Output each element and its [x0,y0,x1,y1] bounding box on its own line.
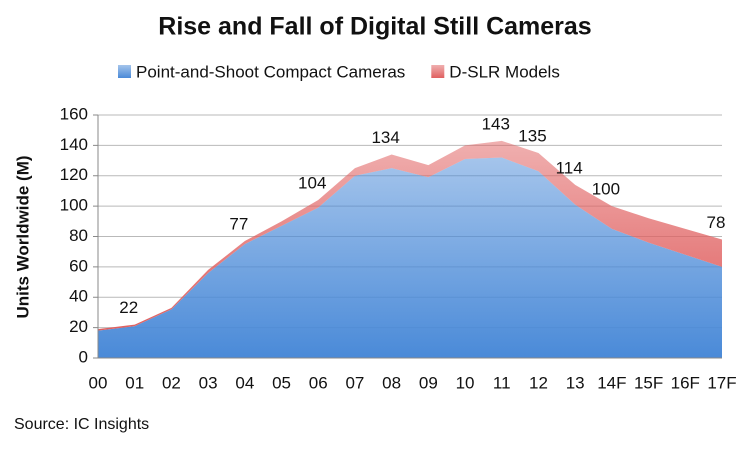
y-tick-label: 60 [69,256,88,275]
area [98,157,722,358]
data-label: 100 [592,180,620,199]
legend-label: Point-and-Shoot Compact Cameras [136,62,405,81]
data-label: 104 [298,174,326,193]
y-tick-label: 140 [60,135,88,154]
data-label: 143 [482,114,510,133]
x-tick-label: 10 [456,373,475,392]
x-tick-label: 01 [125,373,144,392]
x-tick-label: 04 [235,373,254,392]
y-tick-label: 0 [79,347,88,366]
y-tick-label: 80 [69,226,88,245]
y-tick-label: 120 [60,165,88,184]
y-tick-label: 100 [60,196,88,215]
x-tick-label: 14F [597,373,626,392]
source: Source: IC Insights [14,416,149,433]
data-label: 22 [119,298,138,317]
legend-swatch [118,65,131,78]
y-axis-title: Units Worldwide (M) [13,155,32,318]
y-tick-label: 160 [60,104,88,123]
x-tick-label: 12 [529,373,548,392]
x-tick-label: 17F [707,373,736,392]
data-label: 77 [229,215,248,234]
x-tick-label: 00 [89,373,108,392]
x-tick-label: 08 [382,373,401,392]
x-tick-label: 07 [345,373,364,392]
x-tick-label: 16F [671,373,700,392]
x-tick-label: 15F [634,373,663,392]
legend-label: D-SLR Models [449,62,560,81]
chart-title: Rise and Fall of Digital Still Cameras [158,13,591,41]
y-tick-label: 20 [69,317,88,336]
legend-swatch [431,65,445,78]
x-tick-label: 06 [309,373,328,392]
data-label: 135 [518,126,546,145]
data-label: 78 [707,213,726,232]
x-tick-label: 05 [272,373,291,392]
x-tick-label: 11 [493,373,511,392]
x-tick-label: 13 [566,373,585,392]
data-label: 134 [371,128,399,147]
data-label: 114 [556,158,583,177]
y-tick-label: 40 [69,287,88,306]
x-tick-label: 09 [419,373,438,392]
x-tick-label: 03 [199,373,218,392]
x-tick-label: 02 [162,373,181,392]
area [98,140,722,331]
